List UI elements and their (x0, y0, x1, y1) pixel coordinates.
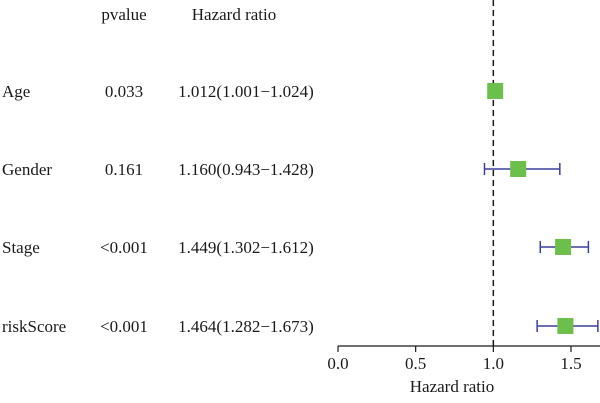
rows-layer: Age 0.033 1.012(1.001−1.024) Gender 0.161 1.1… (2, 82, 314, 336)
row-hazard-ratio: 1.464(1.282−1.673) (178, 317, 314, 336)
row-pvalue: <0.001 (100, 238, 148, 257)
row-label: Age (2, 82, 30, 101)
row-hazard-ratio: 1.012(1.001−1.024) (178, 82, 314, 101)
row-label: Gender (2, 160, 52, 179)
pvalue-header: pvalue (101, 5, 146, 24)
hr-marker (557, 318, 574, 334)
row-hazard-ratio: 1.160(0.943−1.428) (178, 160, 314, 179)
row-hazard-ratio: 1.449(1.302−1.612) (178, 238, 314, 257)
x-tick-label: 0.5 (405, 354, 426, 373)
row-pvalue: 0.161 (105, 160, 143, 179)
x-tick-label: 1.5 (560, 354, 581, 373)
row-pvalue: 0.033 (105, 82, 143, 101)
hr-marker (510, 161, 527, 177)
x-tick-label: 1.0 (483, 354, 504, 373)
x-axis-label: Hazard ratio (410, 377, 494, 396)
row-label: riskScore (2, 317, 66, 336)
x-tick-label: 0.0 (327, 354, 348, 373)
hazard-ratio-header: Hazard ratio (192, 5, 276, 24)
hr-marker (555, 239, 572, 255)
row-label: Stage (2, 238, 40, 257)
hr-marker (487, 83, 504, 99)
row-pvalue: <0.001 (100, 317, 148, 336)
plot-area: 0.0 0.5 1.0 1.5 (327, 0, 600, 373)
